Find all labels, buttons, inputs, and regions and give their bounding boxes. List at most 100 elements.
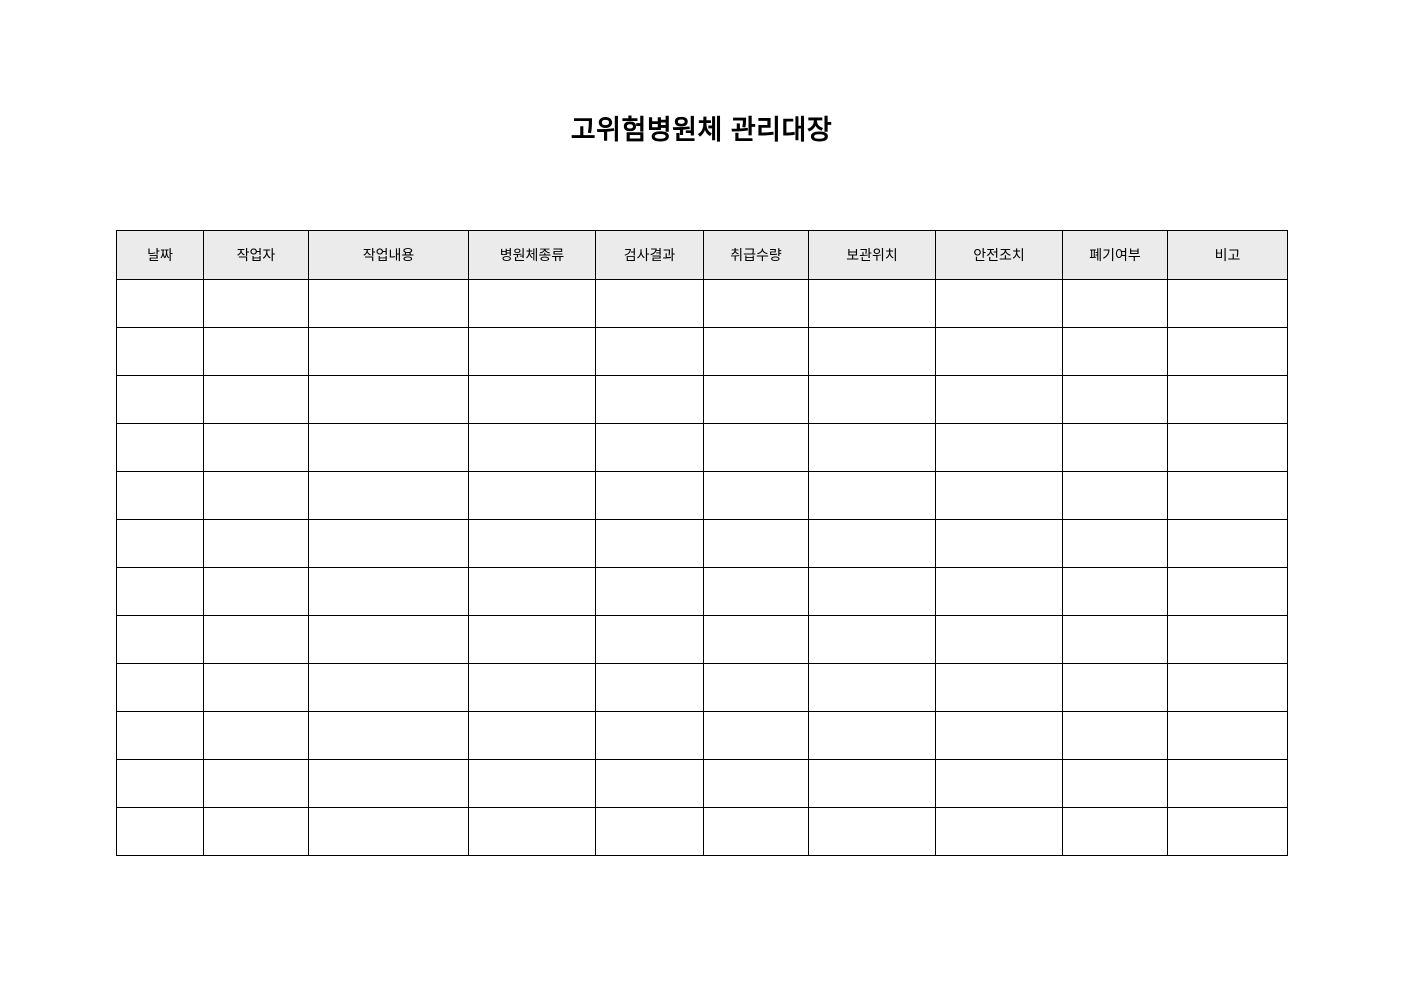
table-cell-remarks[interactable] (1167, 663, 1288, 712)
table-cell-worker[interactable] (203, 279, 309, 328)
table-cell-location[interactable] (808, 711, 936, 760)
table-cell-result[interactable] (595, 423, 704, 472)
table-cell-result[interactable] (595, 807, 704, 856)
table-cell-quantity[interactable] (703, 279, 809, 328)
table-cell-safety[interactable] (935, 327, 1063, 376)
table-cell-result[interactable] (595, 567, 704, 616)
table-cell-pathogen[interactable] (468, 567, 596, 616)
table-cell-safety[interactable] (935, 375, 1063, 424)
table-cell-task[interactable] (308, 471, 469, 520)
table-cell-quantity[interactable] (703, 567, 809, 616)
table-cell-date[interactable] (116, 615, 204, 664)
table-cell-worker[interactable] (203, 663, 309, 712)
table-cell-date[interactable] (116, 375, 204, 424)
table-cell-pathogen[interactable] (468, 759, 596, 808)
table-cell-disposal[interactable] (1062, 375, 1168, 424)
table-cell-remarks[interactable] (1167, 519, 1288, 568)
table-cell-safety[interactable] (935, 519, 1063, 568)
table-cell-location[interactable] (808, 807, 936, 856)
table-cell-result[interactable] (595, 279, 704, 328)
table-cell-task[interactable] (308, 423, 469, 472)
table-cell-location[interactable] (808, 279, 936, 328)
table-cell-worker[interactable] (203, 327, 309, 376)
table-cell-date[interactable] (116, 279, 204, 328)
table-cell-safety[interactable] (935, 471, 1063, 520)
table-cell-result[interactable] (595, 759, 704, 808)
table-cell-quantity[interactable] (703, 711, 809, 760)
table-cell-date[interactable] (116, 807, 204, 856)
table-cell-location[interactable] (808, 327, 936, 376)
table-cell-task[interactable] (308, 807, 469, 856)
table-cell-safety[interactable] (935, 279, 1063, 328)
table-cell-task[interactable] (308, 327, 469, 376)
table-cell-disposal[interactable] (1062, 471, 1168, 520)
table-cell-remarks[interactable] (1167, 567, 1288, 616)
table-cell-safety[interactable] (935, 423, 1063, 472)
table-cell-pathogen[interactable] (468, 471, 596, 520)
table-cell-task[interactable] (308, 711, 469, 760)
table-cell-worker[interactable] (203, 567, 309, 616)
table-cell-disposal[interactable] (1062, 327, 1168, 376)
table-cell-worker[interactable] (203, 807, 309, 856)
table-cell-worker[interactable] (203, 711, 309, 760)
table-cell-quantity[interactable] (703, 663, 809, 712)
table-cell-result[interactable] (595, 327, 704, 376)
table-cell-date[interactable] (116, 327, 204, 376)
table-cell-safety[interactable] (935, 759, 1063, 808)
table-cell-location[interactable] (808, 519, 936, 568)
table-cell-remarks[interactable] (1167, 375, 1288, 424)
table-cell-remarks[interactable] (1167, 759, 1288, 808)
table-cell-disposal[interactable] (1062, 807, 1168, 856)
table-cell-quantity[interactable] (703, 375, 809, 424)
table-cell-result[interactable] (595, 519, 704, 568)
table-cell-safety[interactable] (935, 615, 1063, 664)
table-cell-disposal[interactable] (1062, 423, 1168, 472)
table-cell-pathogen[interactable] (468, 615, 596, 664)
table-cell-worker[interactable] (203, 375, 309, 424)
table-cell-remarks[interactable] (1167, 615, 1288, 664)
table-cell-safety[interactable] (935, 807, 1063, 856)
table-cell-safety[interactable] (935, 663, 1063, 712)
table-cell-quantity[interactable] (703, 615, 809, 664)
table-cell-location[interactable] (808, 471, 936, 520)
table-cell-pathogen[interactable] (468, 807, 596, 856)
table-cell-task[interactable] (308, 375, 469, 424)
table-cell-worker[interactable] (203, 519, 309, 568)
table-cell-pathogen[interactable] (468, 375, 596, 424)
table-cell-worker[interactable] (203, 615, 309, 664)
table-cell-date[interactable] (116, 471, 204, 520)
table-cell-location[interactable] (808, 375, 936, 424)
table-cell-disposal[interactable] (1062, 567, 1168, 616)
table-cell-remarks[interactable] (1167, 279, 1288, 328)
table-cell-safety[interactable] (935, 711, 1063, 760)
table-cell-disposal[interactable] (1062, 663, 1168, 712)
table-cell-remarks[interactable] (1167, 471, 1288, 520)
table-cell-pathogen[interactable] (468, 279, 596, 328)
table-cell-remarks[interactable] (1167, 711, 1288, 760)
table-cell-date[interactable] (116, 663, 204, 712)
table-cell-location[interactable] (808, 759, 936, 808)
table-cell-result[interactable] (595, 615, 704, 664)
table-cell-safety[interactable] (935, 567, 1063, 616)
table-cell-pathogen[interactable] (468, 663, 596, 712)
table-cell-date[interactable] (116, 423, 204, 472)
table-cell-task[interactable] (308, 279, 469, 328)
table-cell-result[interactable] (595, 663, 704, 712)
table-cell-quantity[interactable] (703, 327, 809, 376)
table-cell-result[interactable] (595, 711, 704, 760)
table-cell-result[interactable] (595, 471, 704, 520)
table-cell-date[interactable] (116, 519, 204, 568)
table-cell-location[interactable] (808, 567, 936, 616)
table-cell-disposal[interactable] (1062, 711, 1168, 760)
table-cell-date[interactable] (116, 711, 204, 760)
table-cell-quantity[interactable] (703, 807, 809, 856)
table-cell-task[interactable] (308, 567, 469, 616)
table-cell-result[interactable] (595, 375, 704, 424)
table-cell-location[interactable] (808, 615, 936, 664)
table-cell-worker[interactable] (203, 471, 309, 520)
table-cell-task[interactable] (308, 663, 469, 712)
table-cell-task[interactable] (308, 759, 469, 808)
table-cell-task[interactable] (308, 519, 469, 568)
table-cell-remarks[interactable] (1167, 423, 1288, 472)
table-cell-task[interactable] (308, 615, 469, 664)
